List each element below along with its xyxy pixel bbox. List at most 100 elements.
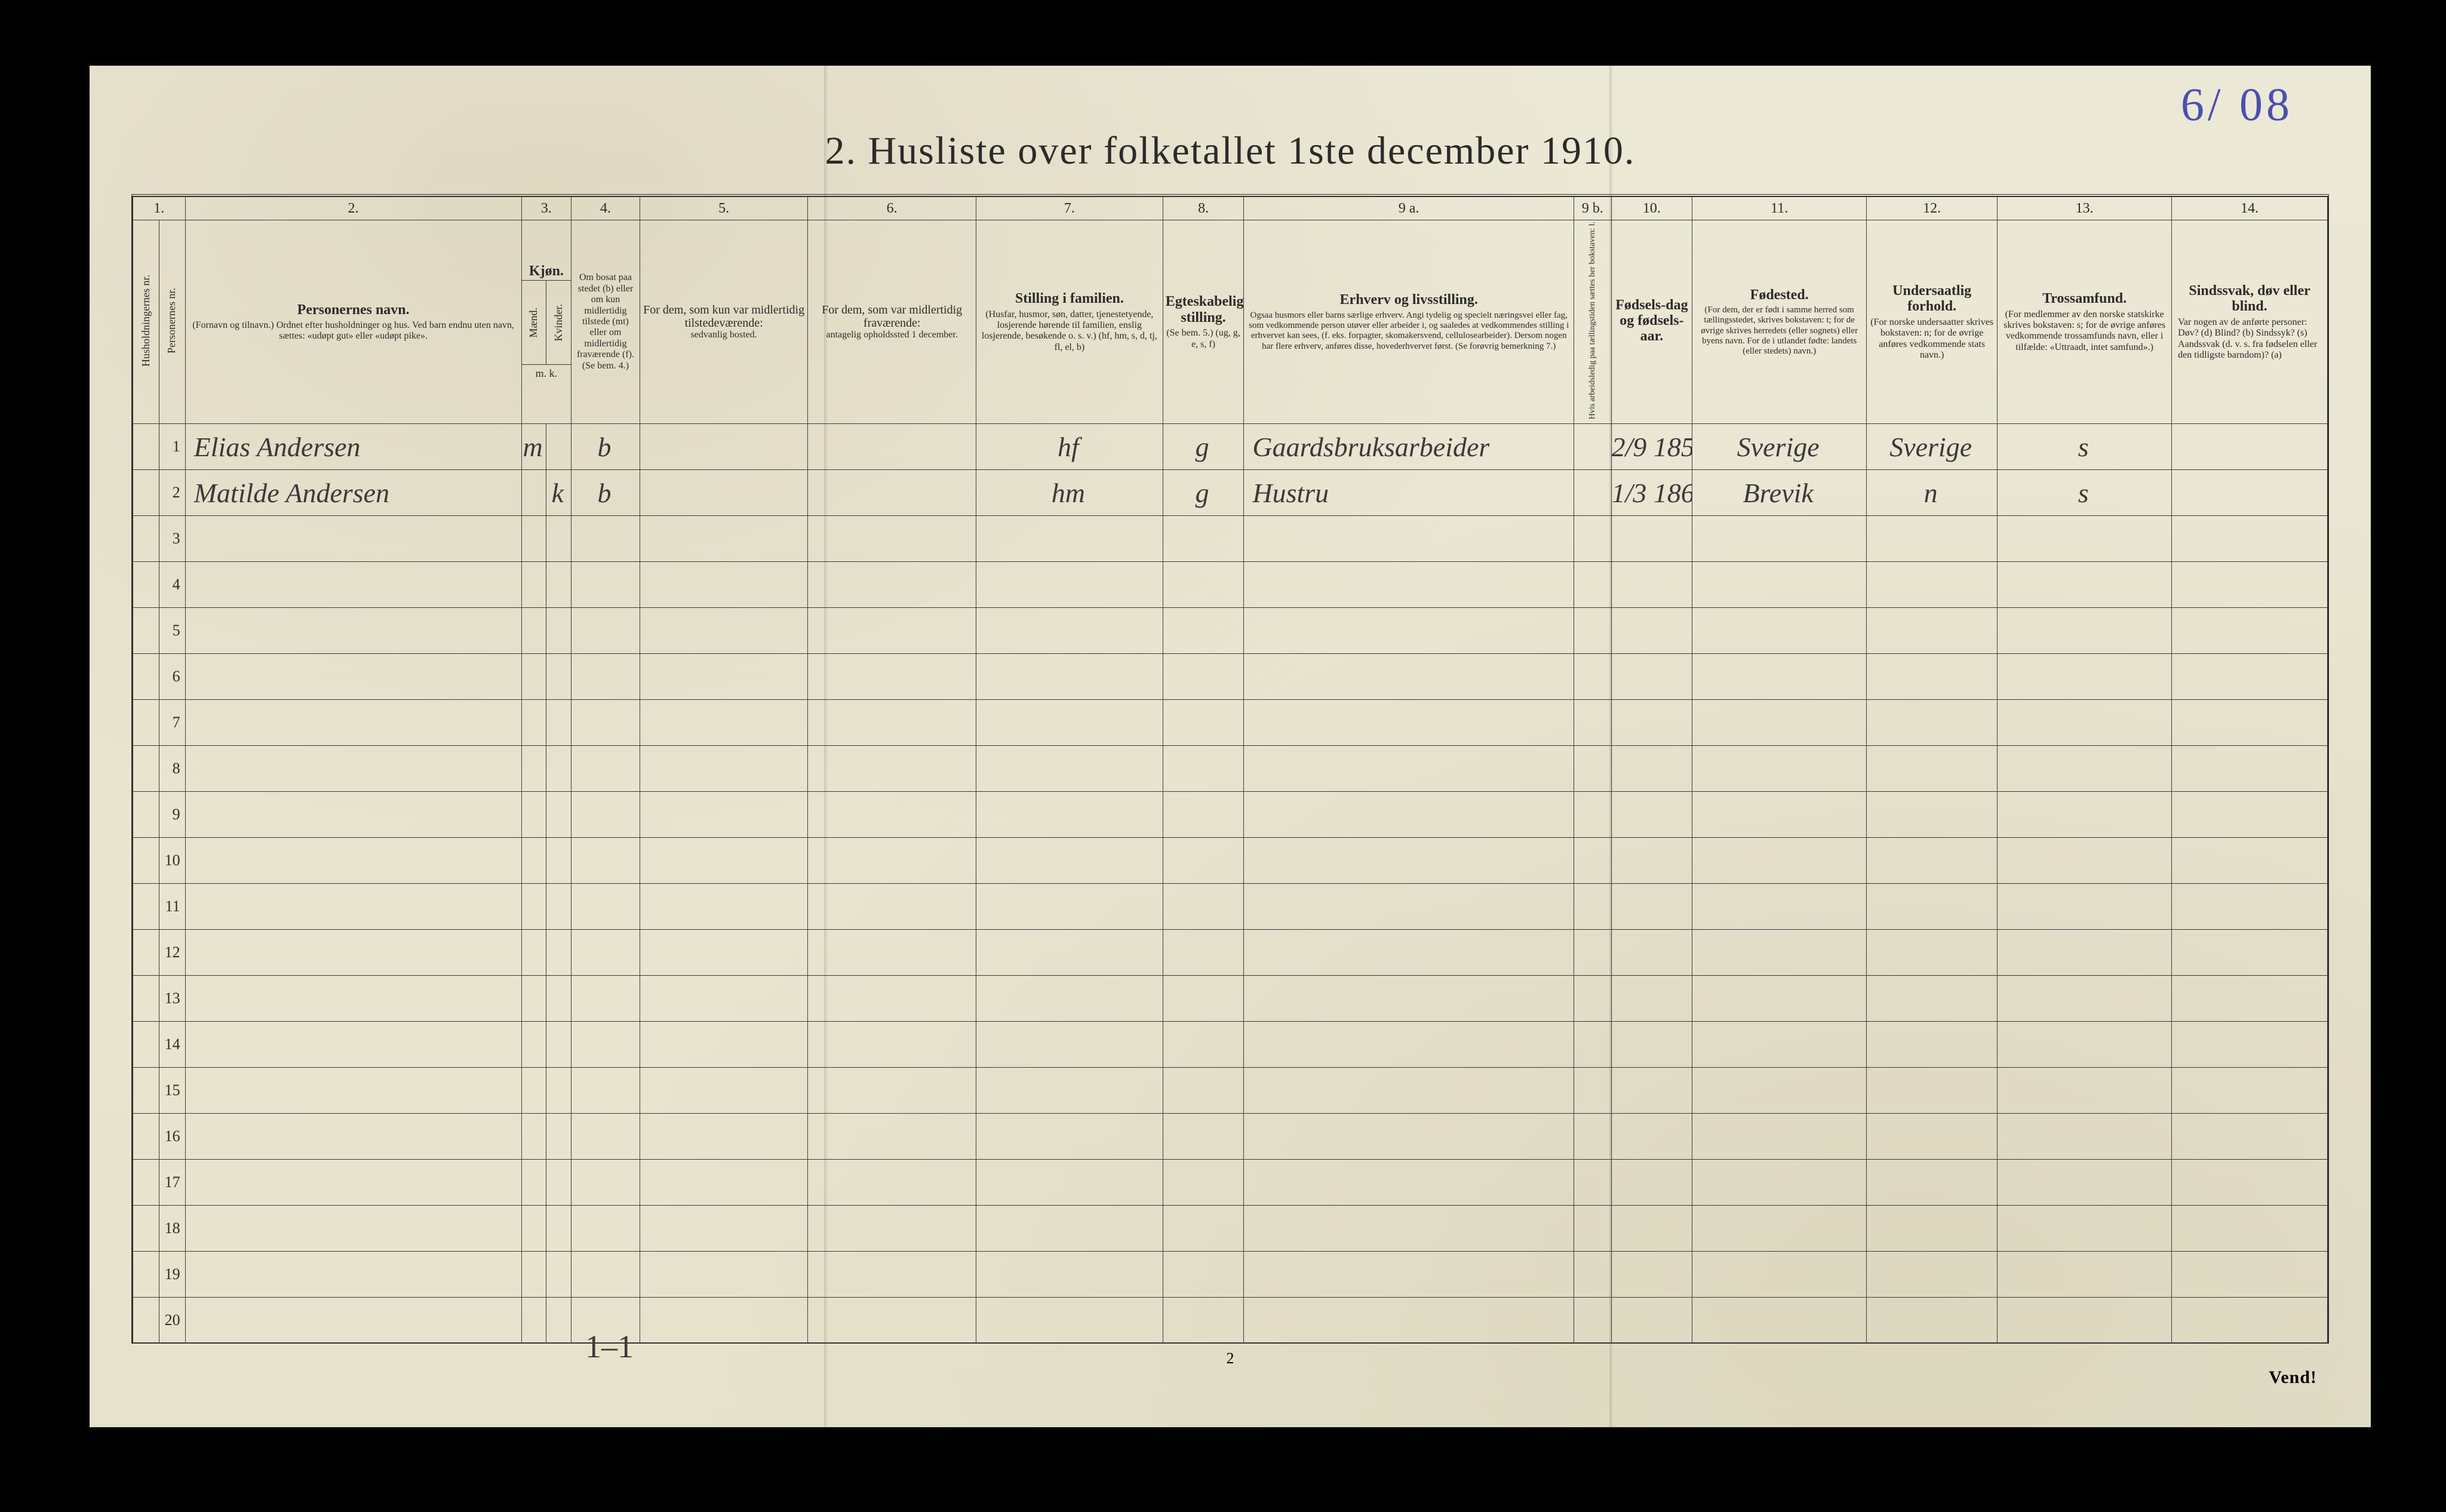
cell-husholdning-nr [133, 976, 159, 1022]
cell-empty [1611, 700, 1692, 746]
cell-empty [546, 700, 571, 746]
cell-empty [976, 976, 1163, 1022]
turn-over-label: Vend! [2269, 1367, 2317, 1388]
cell-empty [1163, 1206, 1244, 1252]
cell-family-position: hf [976, 424, 1163, 470]
cell-empty [1998, 930, 2172, 976]
cell-empty [571, 746, 640, 792]
cell-empty [1163, 930, 1244, 976]
cell-empty [185, 1206, 521, 1252]
cell-empty [546, 608, 571, 654]
cell-empty [2172, 976, 2328, 1022]
cell-empty [1244, 516, 1574, 562]
cell-empty [976, 516, 1163, 562]
cell-empty [1244, 654, 1574, 700]
cell-person-nr: 13 [159, 976, 185, 1022]
cell-empty [1998, 884, 2172, 930]
cell-empty [2172, 516, 2328, 562]
cell-empty [1163, 1114, 1244, 1160]
cell-empty [976, 1160, 1163, 1206]
cell-empty [1611, 1298, 1692, 1344]
cell-empty [1692, 1068, 1867, 1114]
cell-empty [1692, 792, 1867, 838]
cell-empty [546, 654, 571, 700]
cell-empty [1163, 838, 1244, 884]
cell-husholdning-nr [133, 1252, 159, 1298]
cell-empty [976, 562, 1163, 608]
cell-empty [1163, 562, 1244, 608]
cell-empty [521, 1206, 546, 1252]
cell-empty [1611, 1252, 1692, 1298]
cell-empty [1244, 930, 1574, 976]
cell-empty [546, 792, 571, 838]
cell-empty [571, 1160, 640, 1206]
table-row: 9 [133, 792, 2328, 838]
cell-person-nr: 8 [159, 746, 185, 792]
cell-sex-m [521, 470, 546, 516]
table-row: 13 [133, 976, 2328, 1022]
cell-empty [1692, 562, 1867, 608]
cell-empty [1244, 1068, 1574, 1114]
cell-empty [1867, 1298, 1998, 1344]
cell-empty [1611, 746, 1692, 792]
colnum-9b: 9 b. [1574, 197, 1612, 220]
cell-husholdning-nr [133, 700, 159, 746]
cell-husholdning-nr [133, 654, 159, 700]
cell-empty [546, 1298, 571, 1344]
cell-empty [1163, 1252, 1244, 1298]
cell-c5 [640, 424, 808, 470]
cell-empty [2172, 792, 2328, 838]
cell-nationality: Sverige [1867, 424, 1998, 470]
table-row: 14 [133, 1022, 2328, 1068]
cell-birth: 1/3 1860 [1611, 470, 1692, 516]
cell-empty [1692, 930, 1867, 976]
cell-empty [1998, 838, 2172, 884]
header-c14: Sindssvak, døv eller blind. Var nogen av… [2172, 220, 2328, 424]
cell-empty [1692, 1160, 1867, 1206]
cell-empty [640, 1252, 808, 1298]
cell-empty [640, 608, 808, 654]
cell-empty [521, 1160, 546, 1206]
cell-empty [546, 516, 571, 562]
cell-empty [2172, 1068, 2328, 1114]
colnum-1: 1. [133, 197, 186, 220]
cell-empty [521, 1022, 546, 1068]
cell-name: Matilde Andersen [185, 470, 521, 516]
cell-empty [1998, 792, 2172, 838]
cell-husholdning-nr [133, 884, 159, 930]
cell-empty [1692, 746, 1867, 792]
header-navn: Personernes navn. (Fornavn og tilnavn.) … [185, 220, 521, 424]
cell-empty [571, 516, 640, 562]
cell-husholdning-nr [133, 424, 159, 470]
cell-person-nr: 11 [159, 884, 185, 930]
table-row: 11 [133, 884, 2328, 930]
colnum-4: 4. [571, 197, 640, 220]
cell-empty [1692, 700, 1867, 746]
cell-empty [2172, 654, 2328, 700]
cell-empty [976, 1022, 1163, 1068]
handwritten-tally: 1–1 [585, 1328, 634, 1365]
cell-person-nr: 19 [159, 1252, 185, 1298]
cell-empty [185, 930, 521, 976]
cell-empty [1998, 1298, 2172, 1344]
cell-empty [571, 562, 640, 608]
table-row: 6 [133, 654, 2328, 700]
cell-empty [185, 516, 521, 562]
cell-person-nr: 16 [159, 1114, 185, 1160]
cell-person-nr: 17 [159, 1160, 185, 1206]
cell-empty [2172, 930, 2328, 976]
cell-empty [1574, 746, 1612, 792]
cell-empty [185, 1114, 521, 1160]
cell-empty [1998, 516, 2172, 562]
cell-empty [976, 700, 1163, 746]
cell-empty [571, 1068, 640, 1114]
cell-religion: s [1998, 470, 2172, 516]
cell-empty [185, 654, 521, 700]
colnum-8: 8. [1163, 197, 1244, 220]
cell-empty [571, 976, 640, 1022]
cell-empty [546, 1252, 571, 1298]
cell-empty [521, 838, 546, 884]
colnum-14: 14. [2172, 197, 2328, 220]
cell-marital: g [1163, 470, 1244, 516]
cell-husholdning-nr [133, 562, 159, 608]
